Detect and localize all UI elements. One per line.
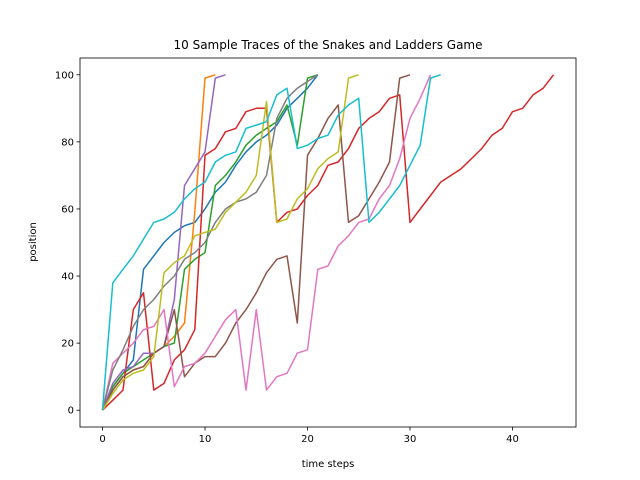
y-tick-label: 80	[61, 137, 74, 148]
series-line-8	[101, 74, 319, 411]
series-line-3	[101, 74, 319, 411]
y-tick-label: 100	[55, 70, 74, 81]
x-tick-label: 10	[199, 434, 212, 445]
y-tick-label: 20	[61, 339, 74, 350]
plot-frame	[79, 57, 577, 428]
y-tick-label: 0	[68, 406, 74, 417]
series-line-1	[101, 74, 319, 411]
series-line-10	[101, 74, 441, 411]
chart-title: 10 Sample Traces of the Snakes and Ladde…	[174, 38, 483, 52]
x-tick-label: 30	[404, 434, 417, 445]
x-tick-label: 20	[301, 434, 314, 445]
y-axis-label: position	[28, 222, 39, 262]
x-axis-label: time steps	[302, 459, 355, 470]
y-tick-label: 60	[61, 204, 74, 215]
axis-layer: 0 10 20 30 40 0 20 40 60 80 100	[55, 70, 519, 445]
x-tick-label: 0	[99, 434, 105, 445]
series-layer	[101, 74, 555, 411]
x-tick-label: 40	[506, 434, 519, 445]
y-tick-label: 40	[61, 272, 74, 283]
series-line-9	[101, 74, 359, 411]
series-line-4	[101, 74, 555, 411]
series-line-7	[101, 74, 432, 411]
